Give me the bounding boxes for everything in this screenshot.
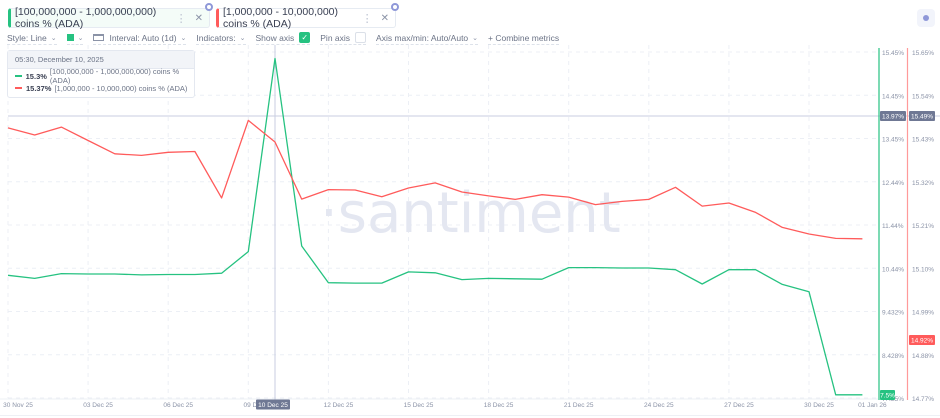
metric-label: [100,000,000 - 1,000,000,000) coins % (A… <box>15 6 157 30</box>
y-tick-red: 15.21% <box>912 223 934 230</box>
tooltip-label: [1,000,000 - 10,000,000) coins % (ADA) <box>54 83 188 93</box>
y-tick-red: 15.32% <box>912 180 934 187</box>
more-vertical-icon[interactable]: ⋮ <box>361 12 373 25</box>
crosshair-date-label-text: 10 Dec 25 <box>258 402 288 409</box>
watermark: ·santiment <box>320 181 621 246</box>
series-line-red <box>7 119 863 240</box>
tooltip-row-green: 15.3% [100,000,000 - 1,000,000,000) coin… <box>8 67 194 85</box>
x-tick-label: 30 Dec 25 <box>804 402 834 409</box>
close-icon[interactable]: ✕ <box>194 12 203 24</box>
last-value-green-text: 7.5% <box>880 393 895 400</box>
color-picker[interactable]: ⌄ <box>66 32 84 45</box>
chevron-down-icon: ⌄ <box>180 34 187 42</box>
combine-metrics-button[interactable]: + Combine metrics <box>488 32 560 45</box>
x-tick-label: 03 Dec 25 <box>83 402 113 409</box>
more-vertical-icon[interactable]: ⋮ <box>175 12 187 25</box>
y-tick-red: 15.43% <box>912 137 934 144</box>
settings-dot-icon <box>923 15 929 21</box>
x-tick-label: 18 Dec 25 <box>484 402 514 409</box>
metric-settings-icon[interactable] <box>205 3 213 11</box>
y-tick-green: 14.45% <box>882 93 904 100</box>
last-value-red-text: 14.92% <box>911 338 933 345</box>
indicators-label: Indicators: <box>196 32 236 43</box>
y-tick-green: 12.44% <box>882 180 904 187</box>
y-tick-red: 15.65% <box>912 50 934 57</box>
x-tick-label: 21 Dec 25 <box>564 402 594 409</box>
pin-axis-toggle[interactable]: Pin axis <box>320 32 367 45</box>
checkbox-empty[interactable] <box>355 32 367 43</box>
y-tick-green: 15.45% <box>882 50 904 57</box>
chart-tooltip: 05:30, December 10, 2025 15.3% [100,000,… <box>7 50 195 98</box>
axis-minmax-dropdown[interactable]: Axis max/min: Auto/Auto ⌄ <box>376 32 479 45</box>
x-tick-label: 06 Dec 25 <box>163 402 193 409</box>
chevron-down-icon: ⌄ <box>239 34 246 42</box>
tooltip-label: [100,000,000 - 1,000,000,000) coins % (A… <box>49 67 180 85</box>
legend-swatch <box>15 75 22 77</box>
tooltip-row-red: 15.37% [1,000,000 - 10,000,000) coins % … <box>8 83 194 93</box>
show-axis-label: Show axis <box>255 32 295 43</box>
chevron-down-icon: ⌄ <box>50 34 57 42</box>
crosshair-green-value-text: 13.97% <box>882 114 904 121</box>
crosshair-green-value <box>880 111 906 121</box>
tooltip-value: 15.37% <box>26 83 52 93</box>
indicators-dropdown[interactable]: Indicators: ⌄ <box>196 32 246 45</box>
series-line-green <box>7 57 863 396</box>
x-tick-label: 15 Dec 25 <box>404 402 434 409</box>
tooltip-date: 05:30, December 10, 2025 <box>8 51 194 69</box>
y-tick-red: 14.99% <box>912 310 934 317</box>
y-tick-green: 9.432% <box>882 310 904 317</box>
legend-swatch <box>15 87 22 89</box>
last-value-red <box>909 335 935 345</box>
y-tick-red: 15.54% <box>912 93 934 100</box>
crosshair-red-value <box>909 111 935 121</box>
x-tick-label: 27 Dec 25 <box>724 402 754 409</box>
pin-axis-label: Pin axis <box>320 32 351 43</box>
crosshair-date-label <box>256 399 290 410</box>
interval-label: Interval: Auto (1d) <box>109 32 177 43</box>
calendar-icon <box>93 34 105 41</box>
x-tick-label: 24 Dec 25 <box>644 402 674 409</box>
chart-settings-button[interactable] <box>917 9 935 27</box>
x-tick-label: 12 Dec 25 <box>324 402 354 409</box>
y-tick-green: 11.44% <box>882 223 904 230</box>
metric-label: [1,000,000 - 10,000,000) coins % (ADA) <box>223 6 339 30</box>
tooltip-value: 15.3% <box>25 71 47 81</box>
chevron-down-icon: ⌄ <box>77 34 84 42</box>
chevron-down-icon: ⌄ <box>472 34 479 42</box>
x-tick-label: 30 Nov 25 <box>3 402 33 409</box>
y-tick-red: 14.77% <box>912 396 934 403</box>
y-tick-green: 10.44% <box>882 266 904 273</box>
crosshair-red-value-text: 15.49% <box>911 114 933 121</box>
metric-toolbar: Style: Line ⌄ ⌄ Interval: Auto (1d) ⌄ Indi… <box>7 31 569 45</box>
interval-dropdown[interactable]: Interval: Auto (1d) ⌄ <box>93 32 187 45</box>
close-icon[interactable]: ✕ <box>380 12 389 24</box>
y-tick-red: 15.10% <box>912 266 934 273</box>
metric-tab-red[interactable]: [1,000,000 - 10,000,000) coins % (ADA) ⋮… <box>216 3 399 30</box>
x-tick-label: 01 Jan 26 <box>858 402 887 409</box>
y-tick-green: 8.428% <box>882 353 904 360</box>
timeline-scrollbar[interactable] <box>0 415 940 416</box>
metric-settings-icon[interactable] <box>391 3 399 11</box>
style-dropdown[interactable]: Style: Line ⌄ <box>7 32 57 45</box>
check-icon[interactable]: ✓ <box>299 32 311 43</box>
last-value-green <box>880 390 895 400</box>
axis-minmax-label: Axis max/min: Auto/Auto <box>376 32 469 43</box>
y-tick-red: 14.88% <box>912 353 934 360</box>
metric-tab-green[interactable]: [100,000,000 - 1,000,000,000) coins % (A… <box>8 3 213 30</box>
y-tick-green: 13.45% <box>882 137 904 144</box>
combine-label: + Combine metrics <box>488 32 560 43</box>
style-label: Style: Line <box>7 32 47 43</box>
color-swatch <box>66 34 74 41</box>
show-axis-toggle[interactable]: Show axis ✓ <box>255 32 311 45</box>
